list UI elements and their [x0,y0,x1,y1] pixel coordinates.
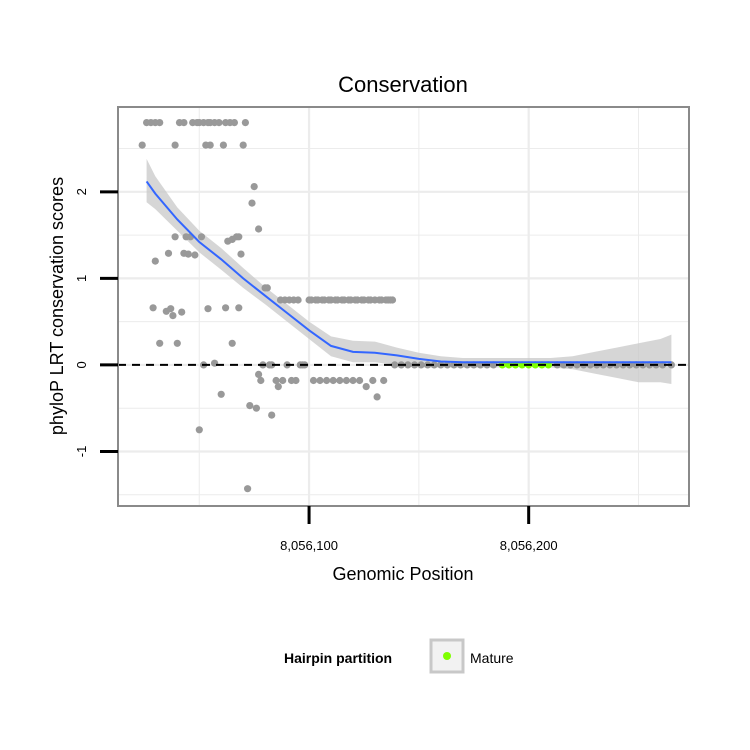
data-point [156,119,164,127]
data-point [274,383,282,391]
data-point [430,361,438,369]
data-point [169,312,177,320]
y-axis-title: phyloP LRT conservation scores [47,177,67,435]
data-point [230,119,238,127]
y-tick-label: 2 [74,188,89,195]
data-point [404,361,412,369]
data-point [255,225,263,233]
grid-layer [118,107,689,506]
data-point [257,376,265,385]
data-point [292,376,300,385]
data-point [250,183,258,191]
data-point [217,390,225,398]
plot-panel [117,106,690,507]
data-point [329,376,337,385]
data-point [279,376,287,385]
data-point [248,199,256,207]
data-point [268,361,276,369]
data-point [219,141,227,149]
data-point [373,393,381,401]
data-point [356,376,364,385]
x-tick-label: 8,056,200 [500,538,558,553]
data-point [171,233,179,241]
data-point [241,119,249,127]
data-point [180,119,188,127]
data-point [149,304,157,312]
data-point [369,376,377,385]
legend: Hairpin partition Mature [284,638,514,674]
data-point [215,119,223,127]
plot-background [118,107,689,506]
data-point [336,376,344,385]
x-tick-label: 8,056,100 [280,538,338,553]
y-tick-label: 0 [74,361,89,368]
data-point [222,304,230,312]
data-point [263,284,271,292]
data-point [178,308,186,316]
data-point [195,426,203,434]
chart-title: Conservation [338,72,468,97]
data-point [268,411,276,419]
y-tick-label: -1 [74,446,89,458]
data-point [204,305,212,313]
legend-label-mature: Mature [470,650,514,666]
smooth-trend-line [145,180,672,364]
data-point [255,370,263,378]
y-axis: -1 0 1 2 [74,188,118,457]
data-point [380,376,388,385]
data-point [342,376,350,385]
data-point [164,249,173,257]
data-point [362,383,370,391]
data-point [239,141,247,149]
legend-mature-marker [443,652,451,660]
data-point [138,141,146,149]
x-axis-title: Genomic Position [332,564,473,584]
data-point [391,361,399,369]
data-point [417,361,425,369]
data-point [244,485,252,493]
data-point [171,141,179,149]
x-axis: 8,056,100 8,056,200 [280,506,558,553]
data-point [151,257,159,265]
data-point [272,376,280,385]
data-point [235,304,243,312]
data-point [191,251,199,259]
y-tick-label: 1 [74,275,89,282]
data-point [316,376,324,385]
data-point [252,404,260,412]
data-point [184,250,192,258]
data-point [237,250,245,258]
data-point [206,141,214,149]
smooth-layer [145,180,672,364]
data-point [388,296,397,304]
data-point [173,339,181,347]
data-point [197,233,206,241]
data-point [235,233,243,241]
legend-title: Hairpin partition [284,650,392,666]
plot-border [117,106,690,507]
data-point [246,402,254,410]
data-point [309,376,318,385]
data-point [349,376,357,385]
data-point [228,339,236,347]
data-point [323,376,331,385]
data-point [167,305,175,313]
data-point [294,296,302,304]
data-point [156,339,164,347]
